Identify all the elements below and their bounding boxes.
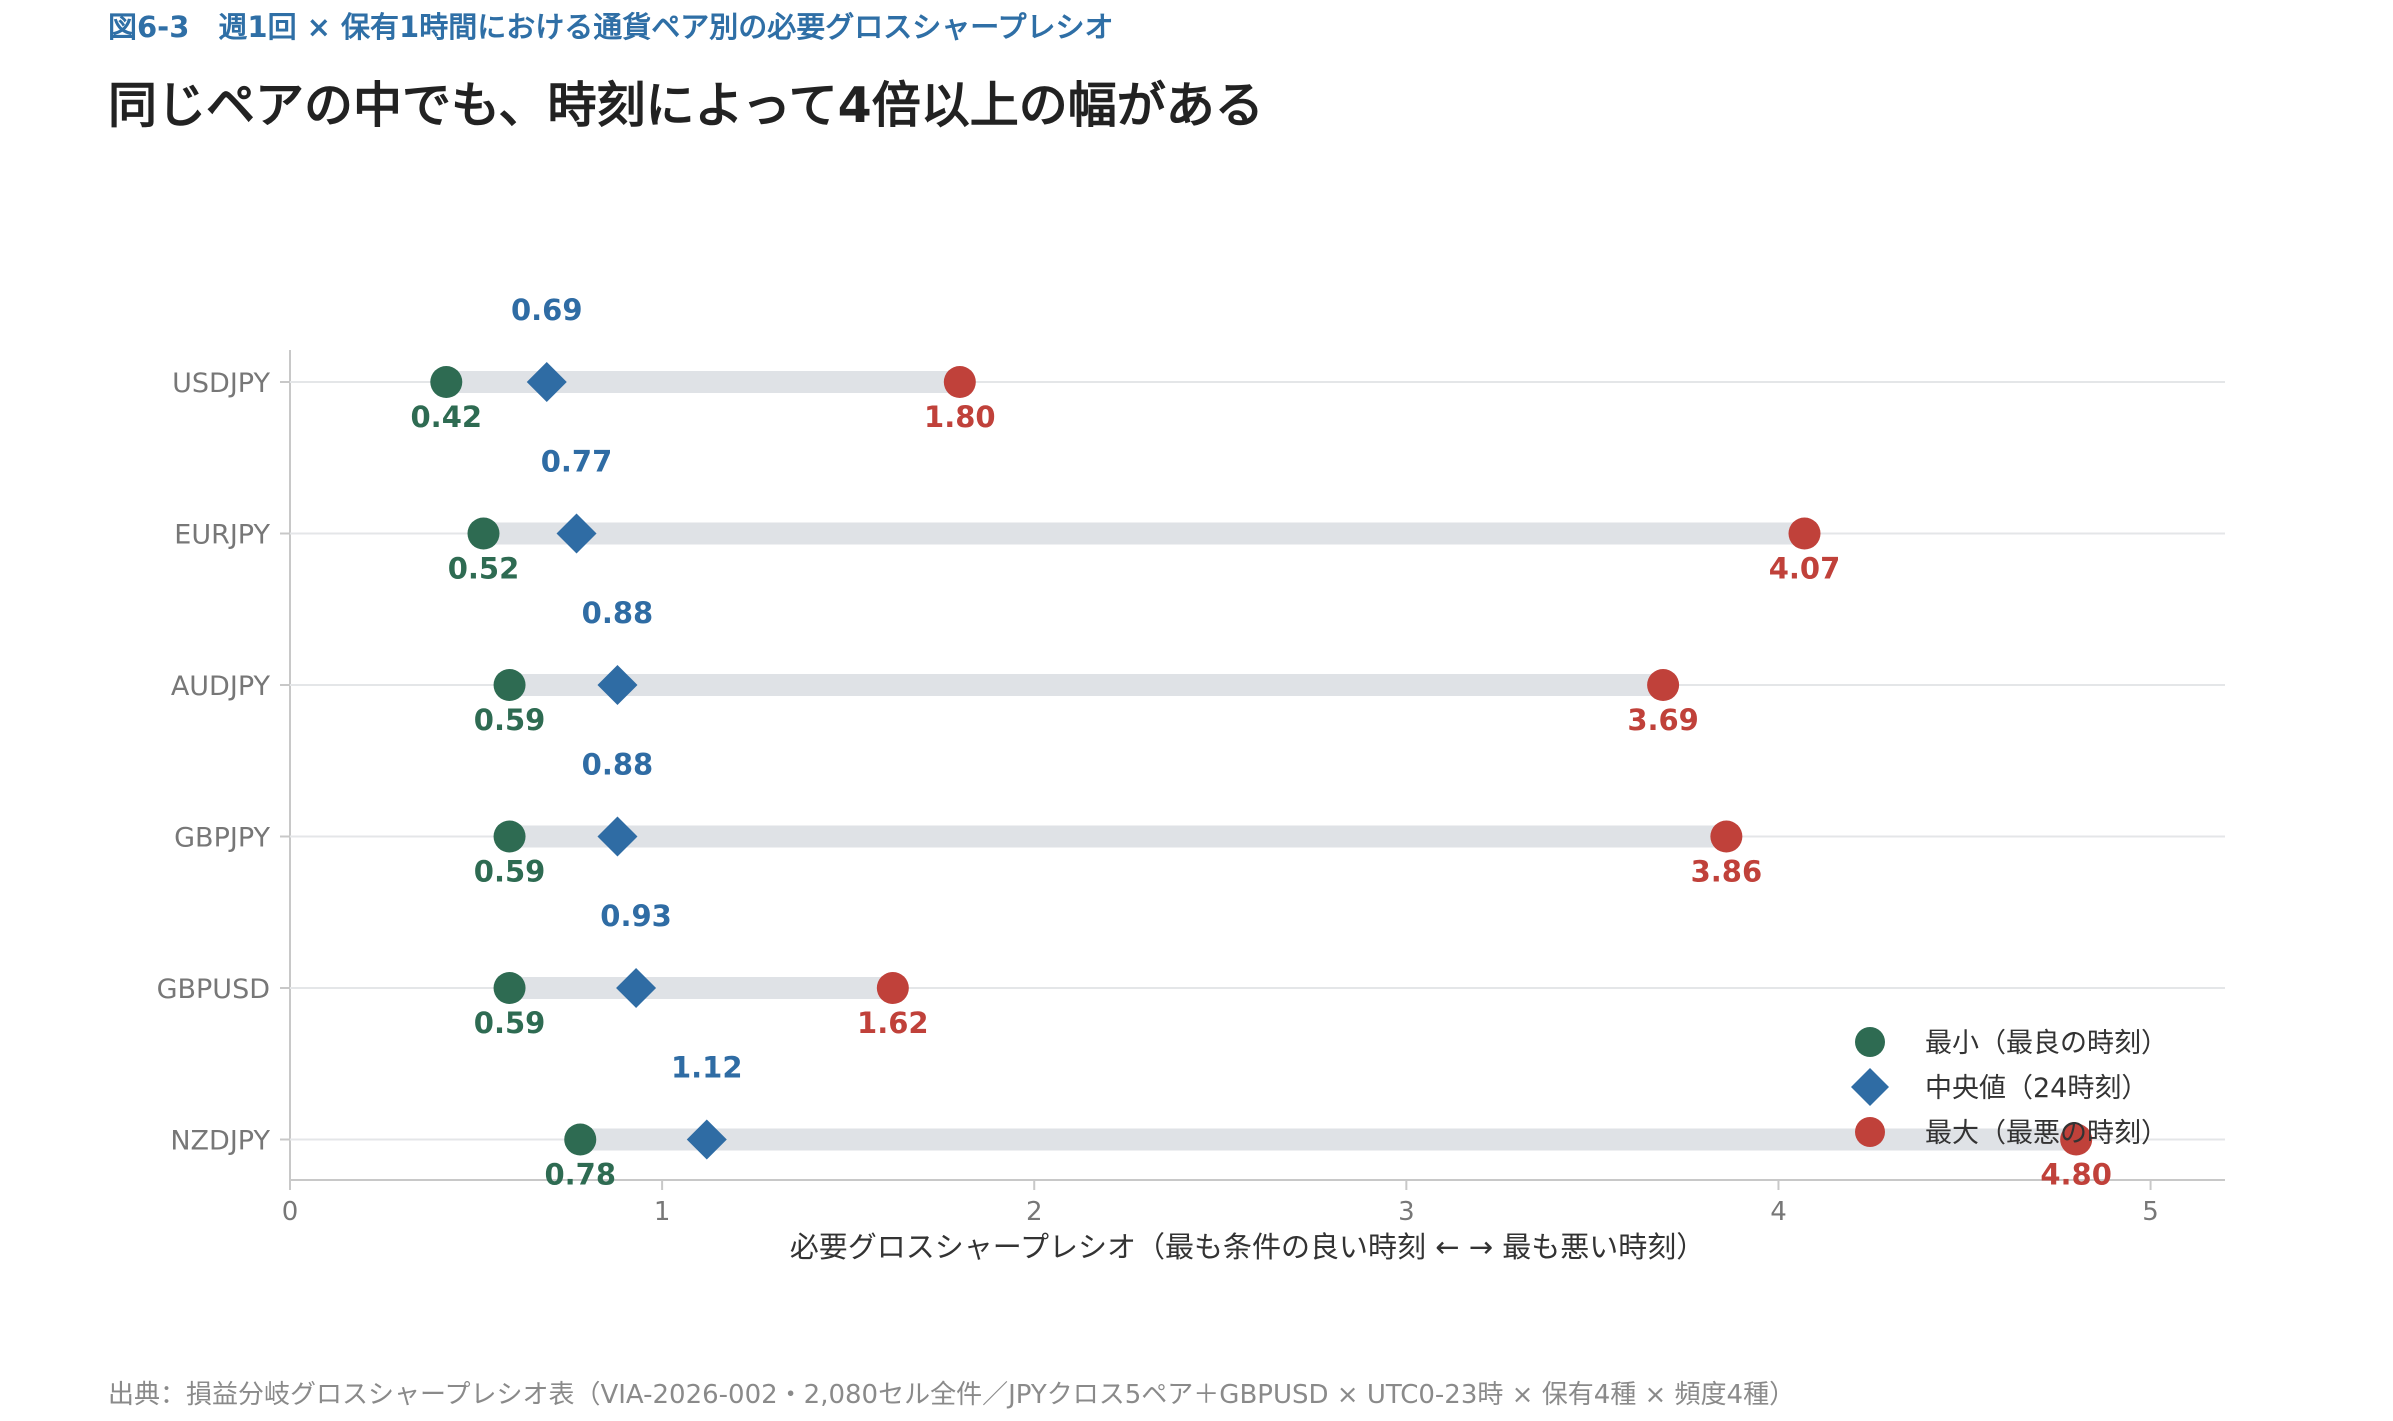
median-point (597, 816, 638, 857)
min-point (430, 366, 463, 398)
max-point (1788, 517, 1821, 550)
y-tick-label: EURJPY (174, 520, 270, 551)
x-tick-label: 5 (2142, 1197, 2159, 1227)
median-value-label: 0.88 (582, 596, 654, 630)
legend-min-marker (1855, 1027, 1885, 1057)
max-value-label: 3.86 (1691, 855, 1763, 889)
max-point (1710, 820, 1743, 853)
source-note: 出典：損益分岐グロスシャープレシオ表（VIA-2026-002・2,080セル全… (108, 1380, 1796, 1410)
legend-median-label: 中央値（24時刻） (1925, 1073, 2148, 1104)
min-point (564, 1123, 597, 1156)
max-point (876, 972, 909, 1004)
median-value-label: 0.88 (582, 748, 654, 782)
median-point (686, 1119, 727, 1160)
y-tick-label: GBPUSD (157, 974, 270, 1005)
legend-min-label: 最小（最良の時刻） (1925, 1028, 2168, 1059)
x-tick-label: 1 (654, 1197, 671, 1227)
min-value-label: 0.78 (544, 1158, 616, 1192)
y-tick-label: NZDJPY (170, 1126, 270, 1157)
median-point (616, 968, 657, 1008)
x-axis-title: 必要グロスシャープレシオ（最も条件の良い時刻 ← → 最も悪い時刻） (790, 1230, 1706, 1264)
median-value-label: 1.12 (671, 1051, 743, 1085)
median-value-label: 0.69 (511, 293, 583, 327)
min-point (467, 517, 500, 550)
dumbbell-chart: 0 1 2 3 4 5 必要グロスシャープレシオ（最も条件の良い時刻 ← → 最も悪い時刻）… (157, 293, 2225, 1264)
chart-headline: 同じペアの中でも、時刻によって4倍以上の幅がある (108, 77, 1264, 134)
y-tick-label: GBPJPY (174, 823, 270, 854)
min-point (493, 820, 526, 853)
median-point (526, 362, 567, 402)
x-tick-label: 3 (1398, 1197, 1415, 1227)
max-value-label: 4.80 (2040, 1158, 2112, 1192)
figure-label: 図6-3 週1回 × 保有1時間における通貨ペア別の必要グロスシャープレシオ (108, 10, 1114, 44)
min-value-label: 0.59 (474, 855, 546, 889)
min-value-label: 0.42 (411, 400, 483, 434)
min-value-label: 0.59 (474, 1006, 546, 1040)
min-point (493, 669, 526, 701)
min-point (493, 972, 526, 1004)
max-point (1647, 669, 1680, 701)
max-value-label: 1.80 (924, 400, 996, 434)
median-value-label: 0.93 (600, 899, 672, 933)
legend-max-label: 最大（最悪の時刻） (1925, 1118, 2168, 1149)
legend-max-marker (1855, 1117, 1885, 1147)
max-value-label: 3.69 (1627, 703, 1699, 737)
y-tick-label: AUDJPY (171, 671, 271, 702)
min-value-label: 0.59 (474, 703, 546, 737)
median-value-label: 0.77 (541, 445, 613, 479)
max-value-label: 1.62 (857, 1006, 929, 1040)
min-value-label: 0.52 (448, 552, 520, 586)
max-value-label: 4.07 (1769, 552, 1841, 586)
y-tick-label: USDJPY (172, 368, 270, 399)
x-tick-label: 4 (1770, 1197, 1787, 1227)
x-tick-label: 2 (1026, 1197, 1043, 1227)
legend-median-marker (1851, 1068, 1889, 1106)
x-tick-label: 0 (282, 1197, 299, 1227)
max-point (943, 366, 976, 398)
median-point (556, 513, 597, 554)
median-point (597, 665, 638, 705)
max-point (2060, 1123, 2093, 1156)
